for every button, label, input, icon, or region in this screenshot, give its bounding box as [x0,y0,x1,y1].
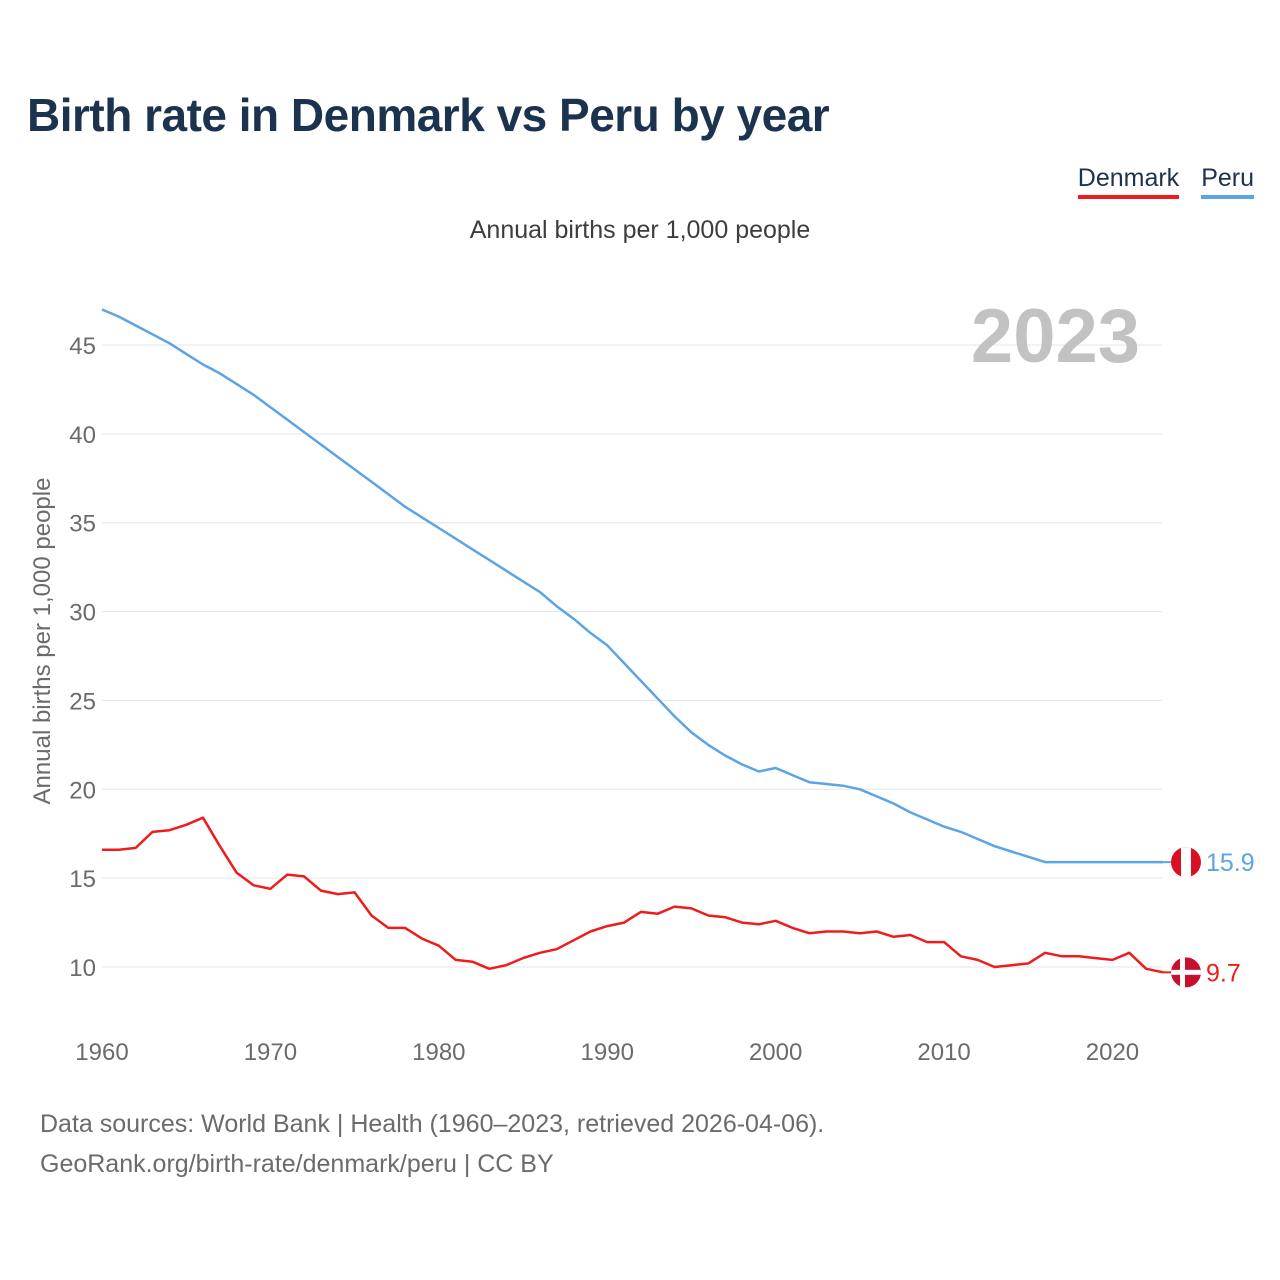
legend: Denmark Peru [1077,164,1254,199]
legend-denmark[interactable]: Denmark [1077,164,1180,199]
y-tick-label: 45 [69,333,96,360]
current-year-label: 2023 [971,294,1140,379]
x-tick-label: 2000 [749,1039,802,1066]
x-tick-label: 2020 [1086,1039,1139,1066]
peru-flag-icon [1171,847,1201,878]
x-axis-ticks: 1960 1970 1980 1990 2000 2010 2020 [75,1039,1139,1066]
chart-title: Birth rate in Denmark vs Peru by year [27,89,830,141]
y-tick-label: 30 [69,600,96,627]
grid-lines [102,344,1162,968]
y-axis-ticks: 10 15 20 25 30 35 40 45 [69,333,96,982]
y-axis-label: Annual births per 1,000 people [29,478,56,805]
footer: Data sources: World Bank | Health (1960–… [40,1104,824,1184]
data-source-note: Data sources: World Bank | Health (1960–… [40,1110,825,1138]
x-tick-label: 1990 [581,1039,634,1066]
source-url[interactable]: GeoRank.org/birth-rate/denmark/peru | CC… [40,1150,554,1178]
y-tick-label: 10 [69,955,96,982]
series-line-peru [101,308,1163,864]
x-tick-label: 1980 [412,1039,465,1066]
y-tick-label: 35 [69,511,96,538]
chart-subtitle: Annual births per 1,000 people [469,216,811,244]
x-tick-label: 1960 [75,1039,128,1066]
series-lines [101,308,1164,974]
x-tick-label: 1970 [244,1039,297,1066]
y-tick-label: 40 [69,422,96,449]
legend-peru[interactable]: Peru [1201,164,1254,199]
end-value-label-denmark: 9.7 [1206,959,1241,987]
series-line-denmark [102,816,1164,974]
y-tick-label: 20 [69,777,96,804]
y-tick-label: 25 [69,688,96,715]
line-chart: 10 15 20 25 30 35 40 45 1960 1970 1980 1990 2000 201… [29,294,1255,1066]
denmark-flag-icon [1171,957,1201,988]
y-tick-label: 15 [69,866,96,893]
end-markers: 9.7 15.9 [1163,847,1255,988]
x-tick-label: 2010 [917,1039,970,1066]
end-value-label-peru: 15.9 [1206,849,1255,877]
